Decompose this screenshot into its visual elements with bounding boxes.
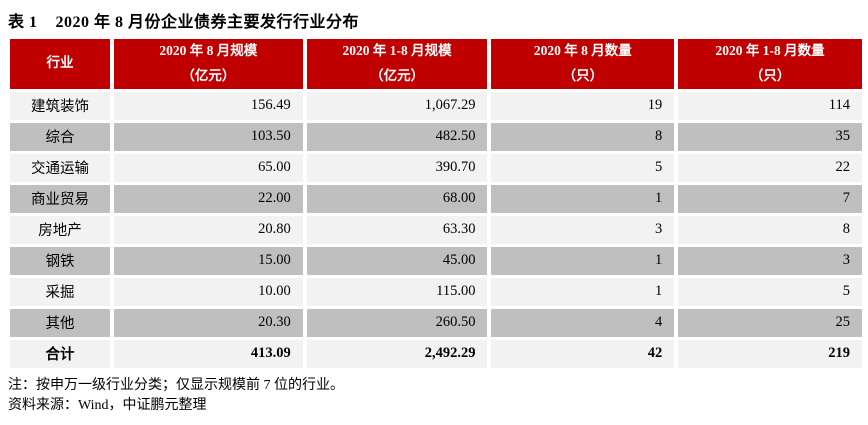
column-header-line2: （亿元）: [181, 67, 236, 83]
value-cell: 413.09: [113, 339, 303, 368]
value-cell: 68.00: [306, 184, 488, 213]
table-row-5: 钢铁 15.00 45.00 1 3: [10, 246, 862, 275]
industry-cell: 综合: [10, 122, 110, 151]
column-header-line1: 行业: [46, 55, 74, 71]
column-header-2: 2020 年 1-8 月规模 （亿元）: [306, 39, 488, 89]
table-row-total: 合计 413.09 2,492.29 42 219: [10, 339, 862, 368]
column-header-line2: （亿元）: [370, 67, 425, 83]
table-notes: 注：按申万一级行业分类；仅显示规模前 7 位的行业。 资料来源：Wind，中证鹏…: [6, 376, 868, 416]
table-row-2: 交通运输 65.00 390.70 5 22: [10, 153, 862, 182]
column-header-0: 行业: [10, 39, 110, 89]
industry-cell: 其他: [10, 308, 110, 337]
table-note: 注：按申万一级行业分类；仅显示规模前 7 位的行业。: [8, 377, 344, 393]
value-cell: 22: [678, 153, 862, 182]
table-header-row: 行业 2020 年 8 月规模 （亿元） 2020 年 1-8 月规模 （亿元） 2020…: [10, 39, 862, 89]
table-row-3: 商业贸易 22.00 68.00 1 7: [10, 184, 862, 213]
column-header-4: 2020 年 1-8 月数量 （只）: [678, 39, 862, 89]
value-cell: 35: [678, 122, 862, 151]
value-cell: 8: [678, 215, 862, 244]
value-cell: 390.70: [306, 153, 488, 182]
column-header-line1: 2020 年 1-8 月数量: [715, 43, 825, 58]
value-cell: 63.30: [306, 215, 488, 244]
industry-cell: 商业贸易: [10, 184, 110, 213]
value-cell: 2,492.29: [306, 339, 488, 368]
value-cell: 25: [678, 308, 862, 337]
value-cell: 103.50: [113, 122, 303, 151]
column-header-line2: （只）: [562, 67, 604, 83]
value-cell: 15.00: [113, 246, 303, 275]
table-row-0: 建筑装饰 156.49 1,067.29 19 114: [10, 91, 862, 120]
column-header-line2: （只）: [749, 67, 791, 83]
industry-cell: 采掘: [10, 277, 110, 306]
table-row-6: 采掘 10.00 115.00 1 5: [10, 277, 862, 306]
table-row-1: 综合 103.50 482.50 8 35: [10, 122, 862, 151]
value-cell: 7: [678, 184, 862, 213]
value-cell: 22.00: [113, 184, 303, 213]
value-cell: 1: [491, 246, 675, 275]
value-cell: 8: [491, 122, 675, 151]
column-header-line1: 2020 年 8 月规模: [159, 43, 258, 58]
value-cell: 156.49: [113, 91, 303, 120]
value-cell: 5: [491, 153, 675, 182]
value-cell: 1: [491, 277, 675, 306]
value-cell: 45.00: [306, 246, 488, 275]
column-header-1: 2020 年 8 月规模 （亿元）: [113, 39, 303, 89]
value-cell: 260.50: [306, 308, 488, 337]
table-number-label: 表 1: [8, 14, 38, 31]
value-cell: 20.80: [113, 215, 303, 244]
value-cell: 19: [491, 91, 675, 120]
value-cell: 65.00: [113, 153, 303, 182]
value-cell: 5: [678, 277, 862, 306]
industry-cell: 房地产: [10, 215, 110, 244]
column-header-3: 2020 年 8 月数量 （只）: [491, 39, 675, 89]
value-cell: 3: [678, 246, 862, 275]
value-cell: 3: [491, 215, 675, 244]
column-header-line1: 2020 年 8 月数量: [533, 43, 632, 58]
table-source: 资料来源：Wind，中证鹏元整理: [8, 397, 207, 413]
table-caption: 2020 年 8 月份企业债券主要发行行业分布: [55, 14, 360, 31]
table-row-7: 其他 20.30 260.50 4 25: [10, 308, 862, 337]
industry-distribution-table: 行业 2020 年 8 月规模 （亿元） 2020 年 1-8 月规模 （亿元） 2020…: [6, 36, 866, 371]
value-cell: 115.00: [306, 277, 488, 306]
value-cell: 219: [678, 339, 862, 368]
industry-cell: 交通运输: [10, 153, 110, 182]
value-cell: 10.00: [113, 277, 303, 306]
table-row-4: 房地产 20.80 63.30 3 8: [10, 215, 862, 244]
value-cell: 42: [491, 339, 675, 368]
value-cell: 1,067.29: [306, 91, 488, 120]
column-header-line1: 2020 年 1-8 月规模: [342, 43, 452, 58]
value-cell: 20.30: [113, 308, 303, 337]
value-cell: 482.50: [306, 122, 488, 151]
table-title: 表 1 2020 年 8 月份企业债券主要发行行业分布: [6, 6, 868, 36]
value-cell: 4: [491, 308, 675, 337]
value-cell: 114: [678, 91, 862, 120]
industry-cell: 钢铁: [10, 246, 110, 275]
industry-cell: 建筑装饰: [10, 91, 110, 120]
value-cell: 1: [491, 184, 675, 213]
industry-cell: 合计: [10, 339, 110, 368]
